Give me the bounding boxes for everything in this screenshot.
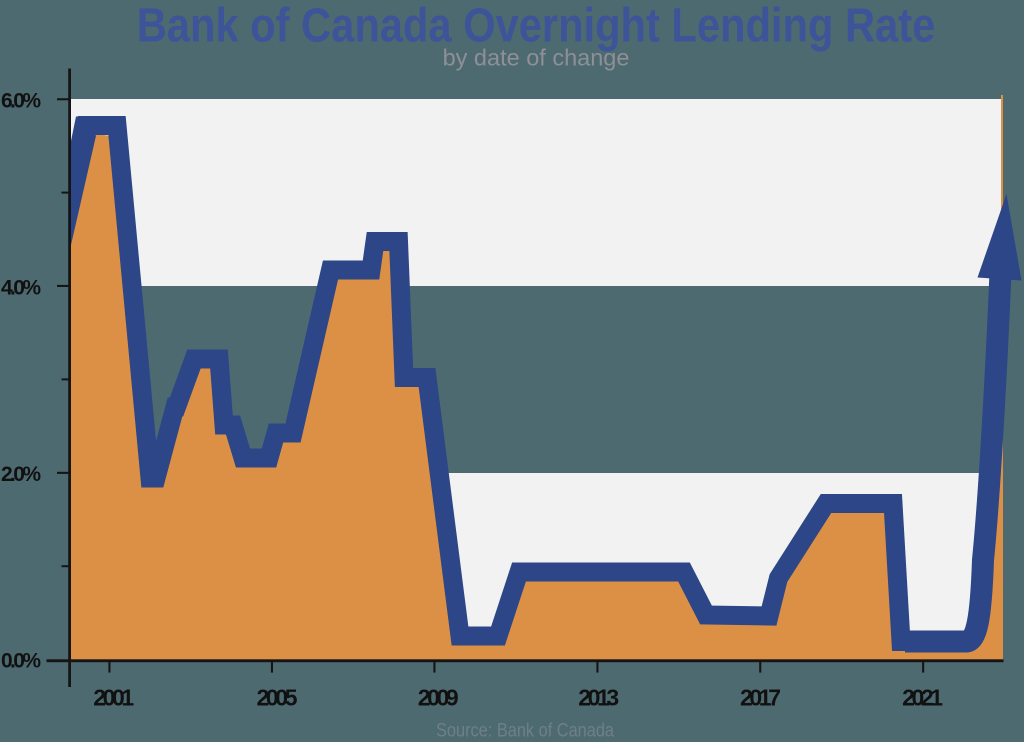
svg-text:4.0%: 4.0% bbox=[1, 276, 41, 299]
svg-text:6.0%: 6.0% bbox=[1, 90, 41, 113]
svg-text:2009: 2009 bbox=[418, 684, 459, 710]
svg-text:by date of change: by date of change bbox=[443, 45, 630, 71]
svg-text:Source: Bank of Canada: Source: Bank of Canada bbox=[436, 721, 614, 742]
svg-text:2017: 2017 bbox=[740, 684, 781, 710]
svg-text:0.0%: 0.0% bbox=[1, 649, 41, 672]
svg-text:2005: 2005 bbox=[257, 684, 298, 710]
svg-text:Bank of Canada Overnight Lendi: Bank of Canada Overnight Lending Rate bbox=[137, 0, 936, 52]
svg-text:2021: 2021 bbox=[902, 684, 943, 710]
svg-text:2.0%: 2.0% bbox=[1, 463, 41, 486]
svg-text:2013: 2013 bbox=[578, 684, 619, 710]
svg-text:2001: 2001 bbox=[93, 684, 134, 710]
